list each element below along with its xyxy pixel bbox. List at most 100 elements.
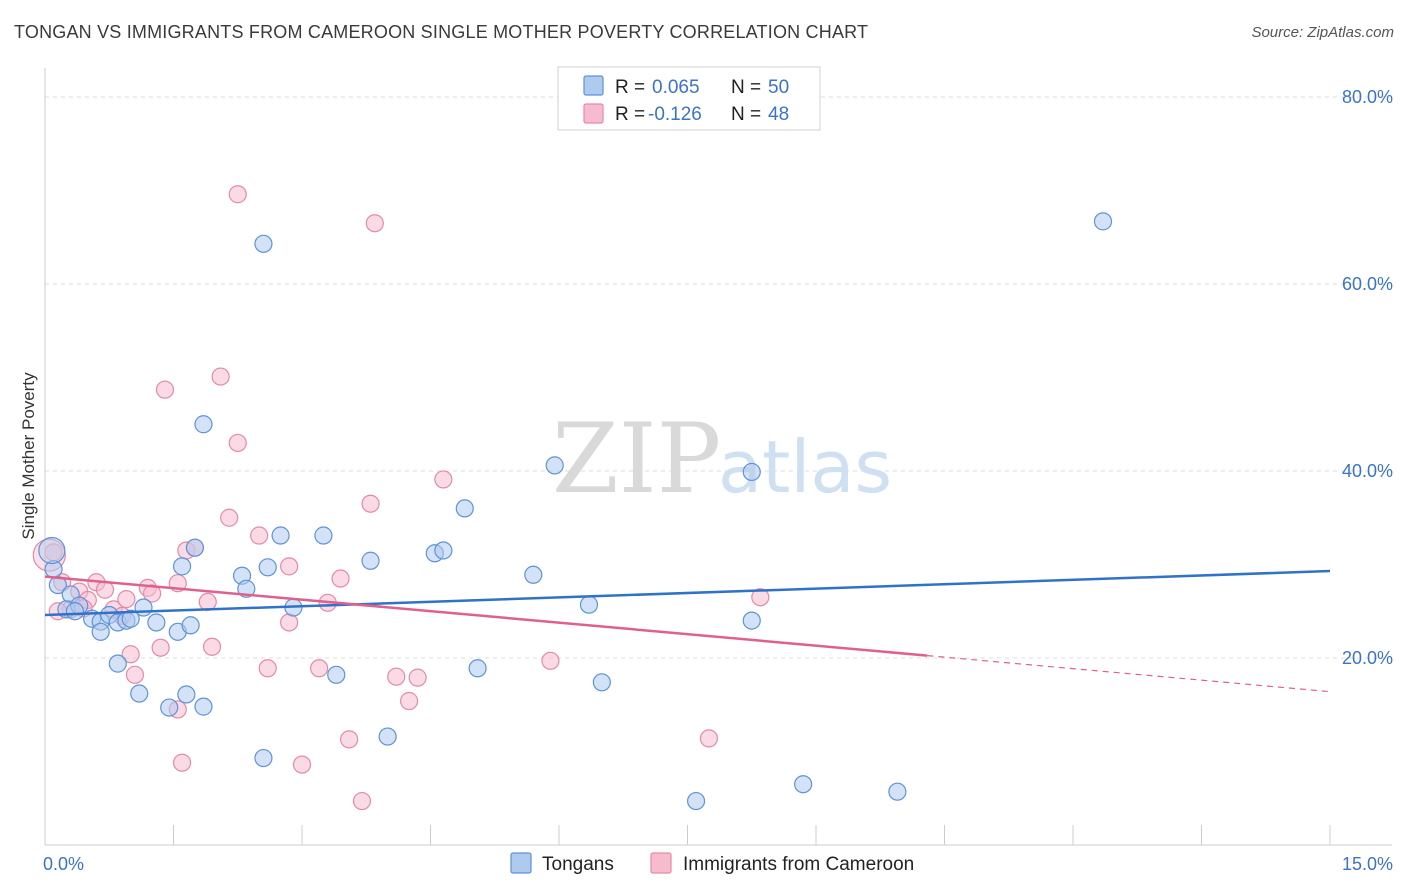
point-cameroon <box>125 665 145 684</box>
y-tick-label: 80.0% <box>1342 87 1393 107</box>
point-cameroon <box>361 494 380 513</box>
y-tick-label: 20.0% <box>1342 648 1393 668</box>
point-tongans <box>1093 212 1113 231</box>
y-tick-label: 60.0% <box>1342 274 1393 294</box>
point-tongans <box>888 782 907 801</box>
point-cameroon <box>699 729 719 748</box>
point-tongans <box>108 654 127 673</box>
x-tick-label: 15.0% <box>1342 854 1393 874</box>
point-tongans <box>194 697 213 716</box>
point-cameroon <box>340 730 359 749</box>
point-cameroon <box>387 667 406 686</box>
point-cameroon <box>228 433 247 453</box>
point-cameroon <box>151 638 170 657</box>
trend-line-tongans <box>44 569 1331 617</box>
legend-r-label-cameroon: R = <box>615 104 645 125</box>
point-tongans <box>254 234 273 253</box>
point-tongans <box>177 685 196 704</box>
legend-swatch-cameroon <box>583 103 604 124</box>
point-tongans <box>361 551 380 570</box>
point-cameroon <box>541 651 560 670</box>
point-cameroon <box>280 557 299 576</box>
point-cameroon <box>202 637 222 656</box>
point-tongans <box>194 415 213 434</box>
legend-n-label-tongans: N = <box>731 77 761 98</box>
trend-line-cameroon-extension <box>927 655 1331 693</box>
y-tick-labels: 20.0% 40.0% 60.0% 80.0% <box>1342 87 1393 668</box>
legend-n-label-cameroon: N = <box>731 104 761 125</box>
point-tongans <box>794 775 813 794</box>
grid-lines <box>45 96 1392 659</box>
point-cameroon <box>258 659 277 678</box>
point-tongans <box>147 613 166 632</box>
point-tongans <box>258 558 277 577</box>
series-tongans-points <box>38 212 1113 811</box>
legend-r-value-tongans: 0.065 <box>652 77 700 98</box>
point-tongans <box>134 598 153 617</box>
stats-legend: R = 0.065 N = 50 R = -0.126 N = 48 <box>557 66 821 131</box>
point-tongans <box>91 622 110 641</box>
point-tongans <box>378 727 397 746</box>
point-cameroon <box>228 185 247 204</box>
point-tongans <box>130 684 149 703</box>
point-tongans <box>172 557 192 576</box>
point-tongans <box>160 698 179 717</box>
bottom-legend-label-tongans: Tongans <box>542 854 614 875</box>
source-credit: Source: ZipAtlas.com <box>1251 24 1394 41</box>
point-tongans <box>327 665 346 684</box>
legend-n-value-cameroon: 48 <box>768 104 789 125</box>
point-cameroon <box>211 367 230 386</box>
point-cameroon <box>155 380 175 399</box>
point-cameroon <box>121 645 140 664</box>
point-cameroon <box>352 791 372 811</box>
legend-r-value-cameroon: -0.126 <box>648 104 702 125</box>
point-cameroon <box>310 659 329 678</box>
point-tongans <box>545 456 564 475</box>
point-tongans <box>314 526 333 545</box>
point-tongans <box>65 602 85 621</box>
point-cameroon <box>172 753 192 772</box>
point-cameroon <box>117 589 136 609</box>
legend-swatch-tongans <box>583 75 604 96</box>
watermark-zip: ZIP <box>552 403 721 515</box>
point-tongans <box>121 609 140 628</box>
point-cameroon <box>365 214 384 233</box>
point-cameroon <box>292 755 312 774</box>
y-axis-label: Single Mother Poverty <box>19 372 38 540</box>
x-tick-label: 0.0% <box>43 854 84 874</box>
bottom-legend-label-cameroon: Immigrants from Cameroon <box>683 854 914 875</box>
point-tongans <box>455 499 474 518</box>
point-tongans <box>686 791 706 811</box>
point-tongans <box>434 541 453 560</box>
point-cameroon <box>198 592 217 612</box>
point-tongans-large <box>38 536 66 565</box>
legend-n-value-tongans: 50 <box>768 77 789 98</box>
point-cameroon <box>408 668 427 687</box>
point-tongans <box>181 616 200 635</box>
point-tongans <box>271 526 290 545</box>
point-cameroon <box>399 691 419 711</box>
point-tongans <box>592 673 611 692</box>
point-cameroon <box>331 569 350 588</box>
trend-line-cameroon <box>44 575 928 657</box>
point-cameroon <box>250 526 269 545</box>
point-tongans <box>524 565 543 584</box>
legend-r-label-tongans: R = <box>615 77 645 98</box>
point-cameroon <box>220 508 239 527</box>
point-tongans <box>254 748 273 768</box>
point-tongans <box>468 659 487 678</box>
bottom-legend: Tongans Immigrants from Cameroon <box>510 852 914 875</box>
x-tick-labels: 0.0% 15.0% <box>43 854 1393 874</box>
bottom-legend-swatch-cameroon <box>650 852 672 874</box>
y-tick-label: 40.0% <box>1342 461 1393 481</box>
trend-lines <box>44 569 1331 693</box>
watermark-atlas: atlas <box>718 425 892 509</box>
point-tongans <box>185 538 205 557</box>
point-tongans <box>742 611 761 630</box>
point-cameroon <box>751 588 770 607</box>
point-tongans <box>579 595 599 614</box>
point-cameroon <box>434 470 453 489</box>
bottom-legend-swatch-tongans <box>510 852 532 874</box>
point-tongans <box>742 462 761 482</box>
